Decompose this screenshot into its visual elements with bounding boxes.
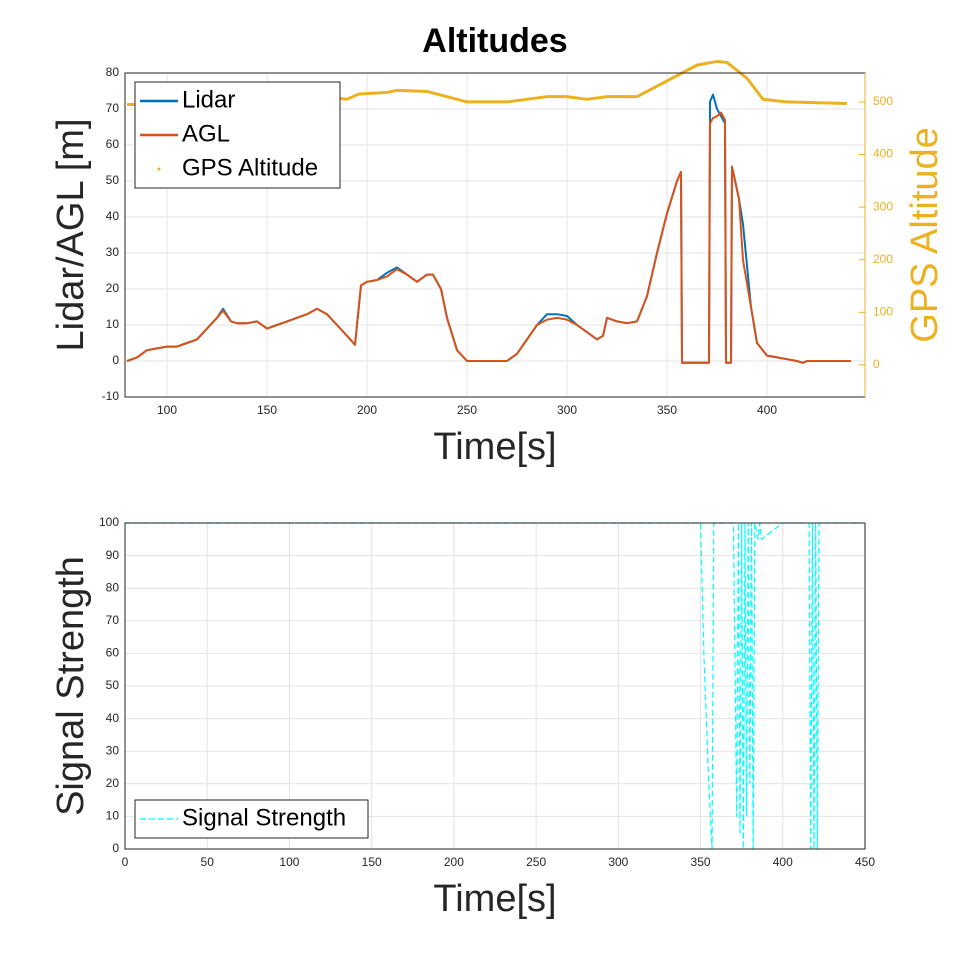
y-tick-label: 20 <box>106 776 120 790</box>
y-tick-label: 100 <box>99 515 119 529</box>
x-tick-label: 100 <box>279 855 299 869</box>
x-tick-label: 400 <box>773 855 793 869</box>
y2-tick-label: 0 <box>873 357 880 371</box>
y-tick-label: 10 <box>106 809 120 823</box>
y2-tick-label: 300 <box>873 199 893 213</box>
y2-tick-label: 400 <box>873 147 893 161</box>
y-tick-label: 0 <box>112 353 119 367</box>
x-tick-label: 150 <box>257 403 277 417</box>
y2-tick-label: 200 <box>873 252 893 266</box>
y-tick-label: 50 <box>106 173 120 187</box>
legend-box <box>134 799 369 839</box>
series-line <box>126 111 851 364</box>
legend-label: Signal Strength <box>182 804 346 831</box>
y-tick-label: 50 <box>106 678 120 692</box>
y-tick-label: 30 <box>106 245 120 259</box>
legend-label: GPS Altitude <box>182 154 318 181</box>
x-tick-label: 250 <box>457 403 477 417</box>
legend-label: Lidar <box>182 86 235 113</box>
x-tick-label: 300 <box>557 403 577 417</box>
y-tick-label: 40 <box>106 711 120 725</box>
x-tick-label: 100 <box>157 403 177 417</box>
x-tick-label: 350 <box>657 403 677 417</box>
x-tick-label: 250 <box>526 855 546 869</box>
y-axis-label: Signal Strength <box>50 556 92 816</box>
x-tick-label: 350 <box>691 855 711 869</box>
y-tick-label: 90 <box>106 548 120 562</box>
x-tick-label: 150 <box>362 855 382 869</box>
y-tick-label: 60 <box>106 137 120 151</box>
y-axis-label: Lidar/AGL [m] <box>50 118 92 351</box>
y2-tick-label: 500 <box>873 94 893 108</box>
x-tick-label: 400 <box>757 403 777 417</box>
x-axis-label: Time[s] <box>433 426 556 468</box>
y-tick-label: 80 <box>106 65 120 79</box>
x-tick-label: 200 <box>357 403 377 417</box>
y-tick-label: -10 <box>102 389 120 403</box>
x-tick-label: 50 <box>201 855 215 869</box>
chart-title: Altitudes <box>422 22 567 60</box>
x-tick-label: 0 <box>122 855 129 869</box>
y-tick-label: 80 <box>106 580 120 594</box>
x-axis-label: Time[s] <box>433 878 556 920</box>
legend-label: AGL <box>182 120 230 147</box>
y2-axis-label: GPS Altitude <box>904 127 946 342</box>
x-tick-label: 200 <box>444 855 464 869</box>
y-tick-label: 20 <box>106 281 120 295</box>
x-tick-label: 300 <box>608 855 628 869</box>
y-tick-label: 30 <box>106 743 120 757</box>
y-tick-label: 40 <box>106 209 120 223</box>
y-tick-label: 60 <box>106 646 120 660</box>
x-tick-label: 450 <box>855 855 875 869</box>
y-tick-label: 10 <box>106 317 120 331</box>
y2-tick-label: 100 <box>873 304 893 318</box>
y-tick-label: 70 <box>106 613 120 627</box>
y-tick-label: 70 <box>106 101 120 115</box>
axes-box <box>124 522 866 850</box>
y-tick-label: 0 <box>112 841 119 855</box>
legend-marker <box>157 167 161 171</box>
